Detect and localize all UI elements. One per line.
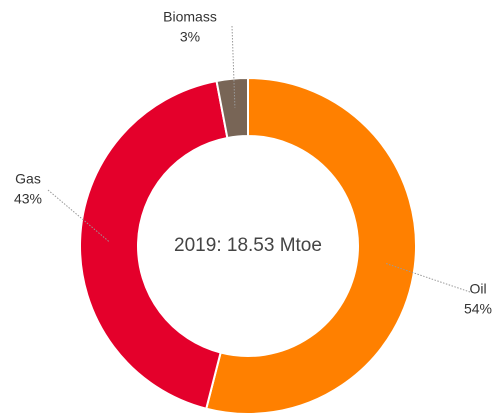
center-label: 2019: 18.53 Mtoe	[174, 235, 322, 256]
donut-segment	[79, 79, 229, 410]
category-label: Oil	[469, 281, 486, 297]
value-label: 43%	[14, 191, 42, 207]
donut-segment	[215, 76, 249, 140]
value-label: 3%	[180, 29, 200, 45]
category-label: Gas	[15, 171, 41, 187]
leader-line	[47, 189, 110, 243]
value-label: 54%	[464, 301, 492, 317]
category-label: Biomass	[163, 9, 217, 25]
